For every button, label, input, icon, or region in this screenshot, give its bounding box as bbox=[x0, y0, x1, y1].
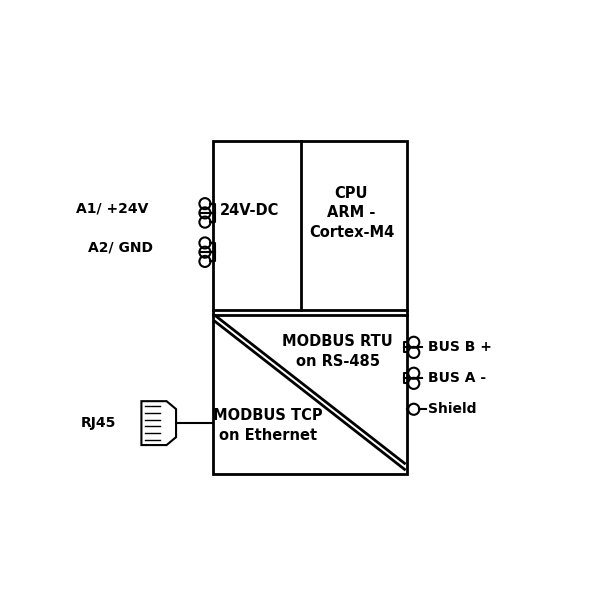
Text: Shield: Shield bbox=[428, 402, 476, 416]
Text: BUS B +: BUS B + bbox=[428, 340, 491, 355]
Text: MODBUS TCP
on Ethernet: MODBUS TCP on Ethernet bbox=[214, 408, 323, 443]
Text: MODBUS RTU
on RS-485: MODBUS RTU on RS-485 bbox=[282, 334, 393, 369]
Text: 24V-DC: 24V-DC bbox=[220, 203, 280, 218]
Text: A2/ GND: A2/ GND bbox=[88, 241, 153, 254]
Bar bbox=[213, 141, 407, 474]
Text: BUS A -: BUS A - bbox=[428, 371, 486, 385]
Text: RJ45: RJ45 bbox=[80, 416, 116, 430]
Text: CPU
ARM -
Cortex-M4: CPU ARM - Cortex-M4 bbox=[309, 185, 394, 240]
Text: A1/ +24V: A1/ +24V bbox=[76, 201, 148, 215]
